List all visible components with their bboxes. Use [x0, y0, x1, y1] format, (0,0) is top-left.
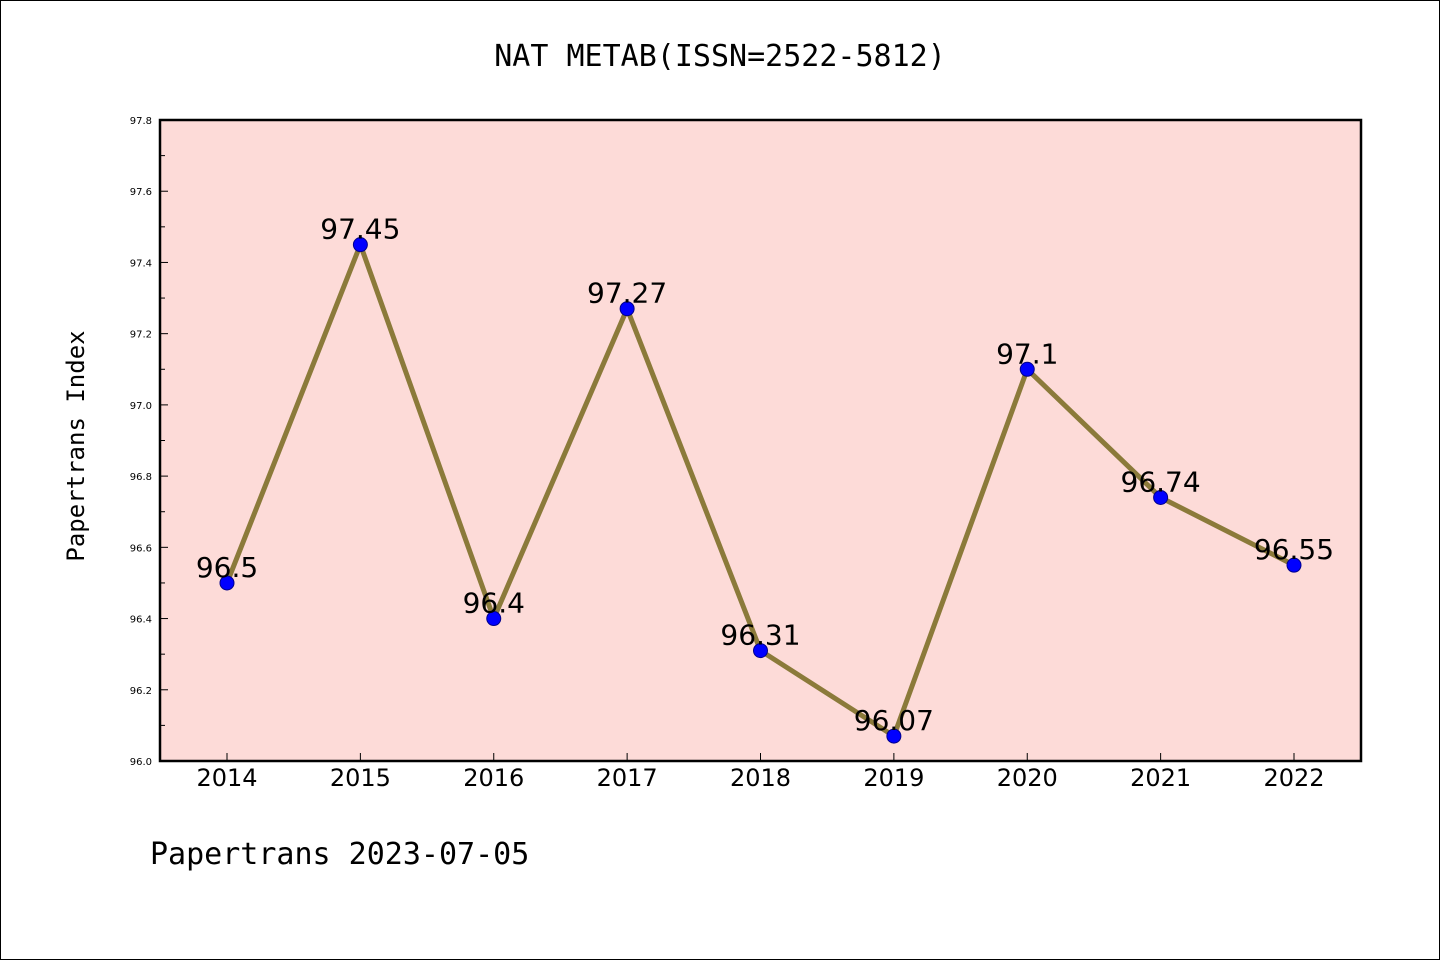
data-points: [219, 237, 1302, 744]
x-tick-label: 2014: [196, 764, 257, 792]
x-tick-label: 2021: [1130, 764, 1191, 792]
data-label: 96.4: [463, 587, 525, 620]
y-axis: 96.0 96.2 96.4 96.6 96.8 97.0 97.2 97.4 97.6 97.8: [130, 116, 168, 768]
y-tick-label: 96.4: [130, 615, 152, 626]
x-tick-label: 2019: [863, 764, 924, 792]
y-tick-label: 96.8: [130, 472, 152, 483]
data-point: [219, 575, 235, 591]
y-axis-label: Papertrans Index: [62, 330, 90, 561]
x-tick-label: 2017: [597, 764, 658, 792]
data-labels: 96.5 97.45 96.4 97.27 96.31 96.07 97.1 96.74 96.…: [196, 213, 1334, 737]
y-tick-label: 97.6: [130, 187, 152, 198]
x-tick-label: 2020: [997, 764, 1058, 792]
data-point: [352, 237, 368, 253]
data-point: [619, 301, 635, 317]
y-tick-label: 96.6: [130, 543, 152, 554]
data-label: 97.1: [996, 337, 1058, 370]
data-label: 96.55: [1254, 533, 1334, 566]
data-label: 97.45: [320, 213, 400, 246]
footer-text: Papertrans 2023-07-05: [150, 837, 529, 872]
y-tick-label: 97.4: [130, 258, 152, 269]
x-tick-label: 2018: [730, 764, 791, 792]
y-tick-label: 97.0: [130, 401, 152, 412]
data-point: [486, 611, 502, 627]
data-point: [1286, 557, 1302, 573]
chart-title: NAT METAB(ISSN=2522-5812): [494, 39, 946, 74]
data-label: 96.5: [196, 551, 258, 584]
x-tick-label: 2022: [1263, 764, 1324, 792]
data-label: 97.27: [587, 277, 667, 310]
data-point: [1153, 489, 1169, 505]
data-label: 96.74: [1121, 465, 1201, 498]
y-tick-label: 97.8: [130, 116, 152, 127]
y-tick-label: 96.0: [130, 757, 152, 768]
x-tick-label: 2016: [463, 764, 524, 792]
data-point: [753, 643, 768, 659]
x-tick-label: 2015: [330, 764, 391, 792]
data-label: 96.07: [854, 704, 934, 737]
y-tick-label: 97.2: [130, 330, 152, 341]
data-point: [886, 728, 902, 744]
data-label: 96.31: [720, 619, 800, 652]
x-axis: 2014 2015 2016 2017 2018 2019 2020 2021 2022: [196, 753, 1325, 792]
y-tick-label: 96.2: [130, 686, 152, 697]
data-point: [1019, 361, 1035, 377]
